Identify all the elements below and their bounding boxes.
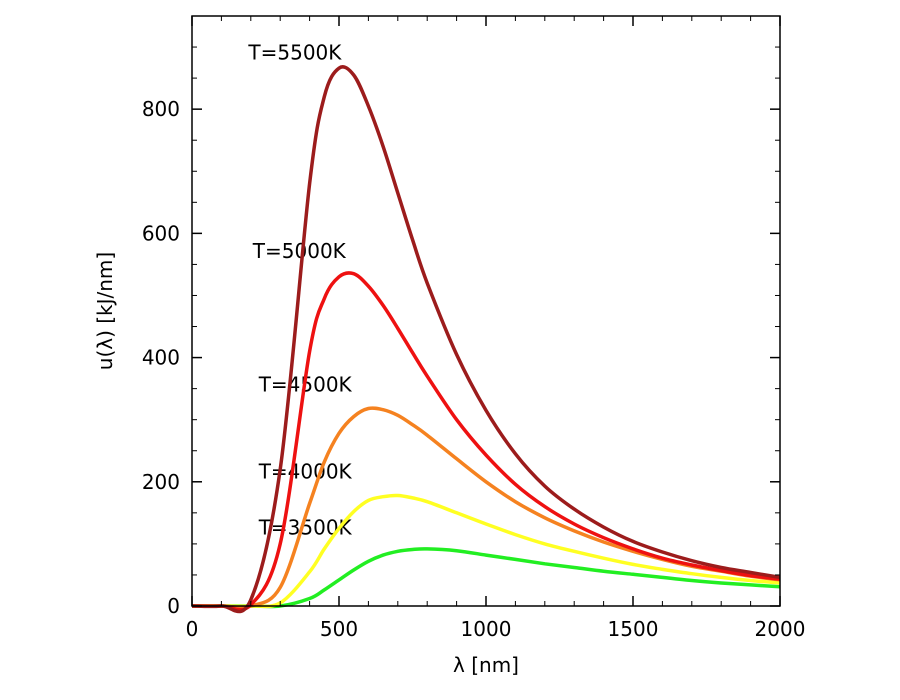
series-label: T=4000K bbox=[258, 460, 353, 484]
series-label: T=5500K bbox=[247, 40, 342, 64]
y-tick-label: 600 bbox=[142, 221, 180, 245]
y-tick-label: 800 bbox=[142, 97, 180, 121]
axis-ticks: 0 500 1000 1500 2000 0 200 400 600 800 bbox=[142, 15, 806, 641]
x-tick-label: 2000 bbox=[755, 617, 806, 641]
series-line bbox=[192, 547, 781, 609]
y-tick-label: 200 bbox=[142, 470, 180, 494]
plot-frame bbox=[191, 15, 781, 607]
series-label: T=5000K bbox=[252, 239, 347, 263]
x-tick-label: 1000 bbox=[461, 617, 512, 641]
y-tick-label: 400 bbox=[142, 346, 180, 370]
series-line bbox=[192, 493, 781, 609]
y-tick-label: 0 bbox=[167, 594, 180, 618]
x-tick-label: 1500 bbox=[608, 617, 659, 641]
series-line bbox=[191, 65, 781, 614]
y-axis-label: u(λ) [kJ/nm] bbox=[93, 252, 117, 370]
series-line bbox=[191, 271, 781, 612]
x-tick-label: 500 bbox=[320, 617, 358, 641]
x-tick-label: 0 bbox=[186, 617, 199, 641]
x-axis-label: λ [nm] bbox=[453, 653, 519, 677]
